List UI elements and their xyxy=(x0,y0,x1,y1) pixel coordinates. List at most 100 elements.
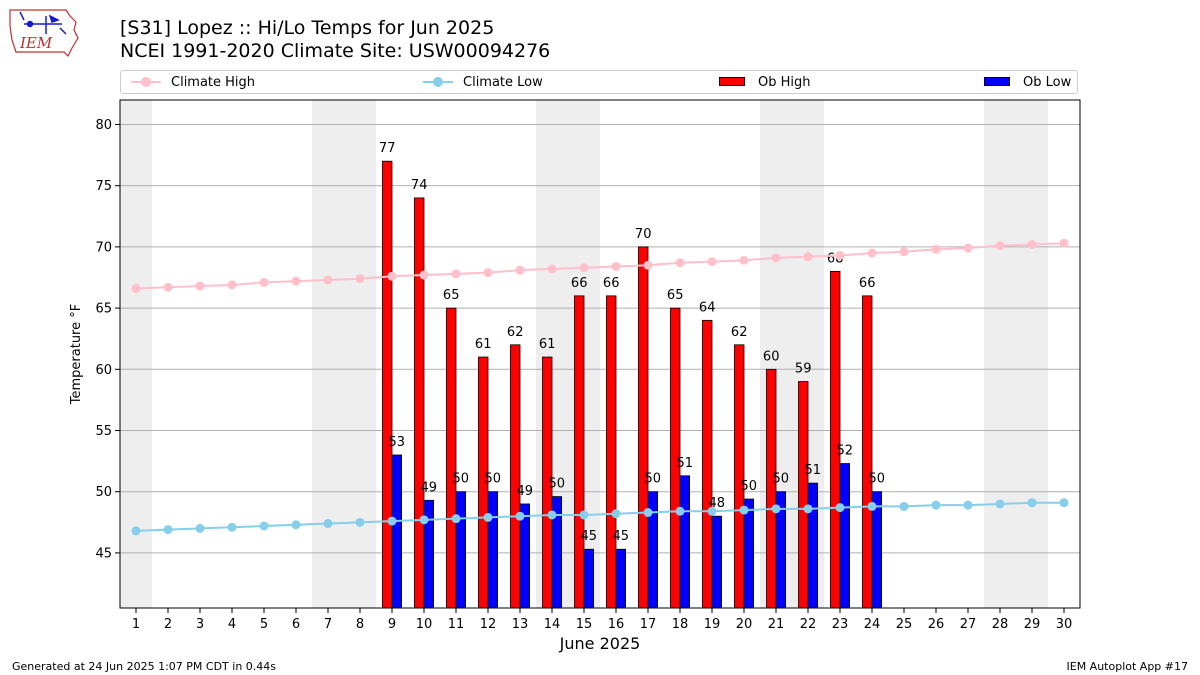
climate-high-point-day-30 xyxy=(1059,238,1069,248)
xtick-label-16: 16 xyxy=(608,617,625,632)
ob-high-bar-day-19 xyxy=(702,319,713,609)
legend-climate-low-swatch xyxy=(423,75,453,89)
xtick-label-18: 18 xyxy=(672,617,689,632)
legend-ob-high-label: Ob High xyxy=(758,74,811,90)
ob-high-label-day-13: 62 xyxy=(507,325,524,340)
ytick-label-80: 80 xyxy=(95,118,112,133)
ob-high-bar-day-23 xyxy=(830,270,841,609)
climate-low-point-day-9 xyxy=(387,516,397,526)
xtick-label-25: 25 xyxy=(896,617,913,632)
ob-high-label-day-17: 70 xyxy=(635,227,652,242)
climate-high-point-day-14 xyxy=(547,264,557,274)
climate-low-point-day-29 xyxy=(1027,498,1037,508)
xtick-label-15: 15 xyxy=(576,617,593,632)
ob-low-label-day-14: 50 xyxy=(549,477,566,492)
climate-low-point-day-14 xyxy=(547,510,557,520)
ob-low-bar-day-24 xyxy=(871,491,883,609)
climate-low-point-day-7 xyxy=(323,519,333,529)
legend-ob-high-swatch xyxy=(718,75,748,89)
ob-low-label-day-10: 49 xyxy=(421,480,438,495)
legend-ob-low-swatch xyxy=(983,75,1013,89)
xtick-label-9: 9 xyxy=(388,617,396,632)
climate-high-point-day-1 xyxy=(131,284,141,294)
ytick-label-70: 70 xyxy=(95,240,112,255)
climate-high-point-day-18 xyxy=(675,258,685,268)
climate-high-point-day-29 xyxy=(1027,239,1037,249)
xtick-label-27: 27 xyxy=(960,617,977,632)
ob-high-label-day-23: 68 xyxy=(827,251,844,266)
legend-ob-high: Ob High xyxy=(718,71,811,93)
ytick-label-45: 45 xyxy=(95,546,112,561)
climate-low-point-day-5 xyxy=(259,521,269,531)
climate-low-point-day-3 xyxy=(195,523,205,533)
ob-high-bar-day-15 xyxy=(574,295,585,609)
climate-high-point-day-12 xyxy=(483,268,493,278)
ytick-label-55: 55 xyxy=(95,424,112,439)
weekend-shade-day-14 xyxy=(536,100,568,608)
climate-low-point-day-11 xyxy=(451,514,461,524)
xtick-label-28: 28 xyxy=(992,617,1009,632)
climate-high-point-day-25 xyxy=(899,247,909,257)
logo-text: IEM xyxy=(19,34,53,52)
ob-high-label-day-19: 64 xyxy=(699,300,716,315)
climate-low-point-day-17 xyxy=(643,508,653,518)
ob-low-label-day-24: 50 xyxy=(869,472,886,487)
ytick-label-75: 75 xyxy=(95,179,112,194)
climate-low-point-day-6 xyxy=(291,520,301,530)
climate-low-point-day-22 xyxy=(803,504,813,514)
ob-high-label-day-20: 62 xyxy=(731,325,748,340)
xtick-label-17: 17 xyxy=(640,617,657,632)
xtick-label-4: 4 xyxy=(228,617,236,632)
xtick-label-22: 22 xyxy=(800,617,817,632)
ob-high-bar-day-10 xyxy=(413,197,425,609)
xtick-label-10: 10 xyxy=(416,617,433,632)
ob-high-label-day-24: 66 xyxy=(859,276,876,291)
ob-high-bar-day-11 xyxy=(445,307,457,609)
weekend-shade-day-8 xyxy=(344,100,376,608)
ob-high-bar-day-9 xyxy=(381,160,393,609)
climate-high-point-day-21 xyxy=(771,253,781,263)
ob-low-label-day-17: 50 xyxy=(645,472,662,487)
climate-low-point-day-27 xyxy=(963,500,973,510)
climate-high-point-day-17 xyxy=(643,260,653,270)
ob-high-label-day-12: 61 xyxy=(475,337,492,352)
climate-low-point-day-30 xyxy=(1059,498,1069,508)
ob-low-label-day-16: 45 xyxy=(613,529,630,544)
climate-high-point-day-2 xyxy=(163,282,173,292)
ob-high-bar-day-24 xyxy=(862,295,873,609)
climate-high-point-day-23 xyxy=(835,250,845,260)
climate-low-point-day-12 xyxy=(483,512,493,522)
climate-low-point-day-1 xyxy=(131,526,141,536)
app-note: IEM Autoplot App #17 xyxy=(1066,660,1189,673)
climate-high-point-day-28 xyxy=(995,241,1005,251)
ob-low-bar-day-19 xyxy=(711,515,723,609)
xtick-label-6: 6 xyxy=(292,617,300,632)
climate-low-point-day-16 xyxy=(611,509,621,519)
climate-low-point-day-23 xyxy=(835,503,845,513)
ob-low-bar-day-13 xyxy=(519,503,531,609)
ob-high-label-day-14: 61 xyxy=(539,337,556,352)
climate-low-point-day-28 xyxy=(995,499,1005,509)
x-axis-label: June 2025 xyxy=(559,634,641,653)
weekend-shade-day-22 xyxy=(792,100,824,608)
weekend-shade-day-7 xyxy=(312,100,344,608)
xtick-label-1: 1 xyxy=(132,617,140,632)
ob-low-label-day-13: 49 xyxy=(517,484,534,499)
climate-high-point-day-20 xyxy=(739,255,749,265)
y-axis-label: Temperature °F xyxy=(69,304,84,405)
iem-logo: IEM xyxy=(9,9,79,58)
ob-low-label-day-23: 52 xyxy=(837,444,854,459)
ob-low-bar-day-17 xyxy=(647,491,659,609)
ob-high-label-day-21: 60 xyxy=(763,349,780,364)
climate-high-point-day-22 xyxy=(803,252,813,262)
xtick-label-23: 23 xyxy=(832,617,849,632)
ob-low-bar-day-23 xyxy=(839,463,851,609)
climate-low-point-day-19 xyxy=(707,506,717,516)
chart-subtitle: NCEI 1991-2020 Climate Site: USW00094276 xyxy=(120,40,551,62)
xtick-label-3: 3 xyxy=(196,617,204,632)
ob-low-label-day-20: 50 xyxy=(741,479,758,494)
climate-high-point-day-16 xyxy=(611,261,621,271)
ytick-label-50: 50 xyxy=(95,485,112,500)
climate-low-point-day-26 xyxy=(931,500,941,510)
ob-low-bar-day-10 xyxy=(423,499,435,609)
